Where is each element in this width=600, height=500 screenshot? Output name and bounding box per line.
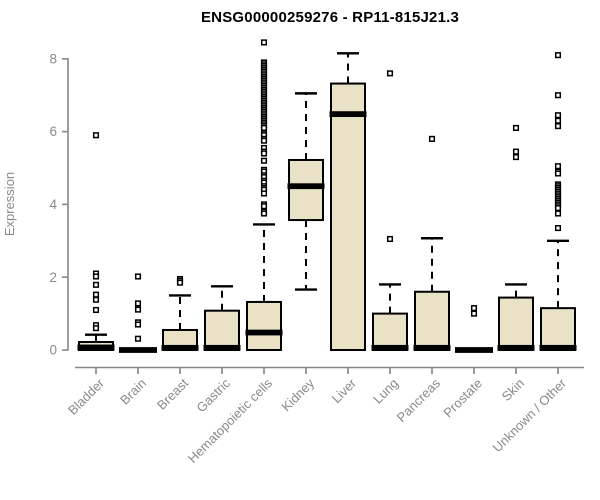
outlier-point [554, 163, 562, 170]
box [204, 309, 240, 351]
outlier-point [554, 210, 562, 217]
median-line [161, 344, 199, 351]
x-tick-label: Gastric [193, 375, 233, 415]
outlier-point [260, 124, 268, 132]
median-line [497, 344, 535, 351]
outlier-point [134, 335, 142, 342]
outlier-point [92, 306, 100, 314]
outlier-point [176, 279, 184, 286]
outlier-point [470, 310, 478, 317]
outlier-point [260, 157, 268, 164]
x-tick-label: Lung [370, 376, 401, 407]
outlier-point [554, 112, 562, 119]
outlier-point [554, 204, 562, 212]
outlier-point [428, 135, 436, 142]
box [330, 82, 366, 351]
x-tick-label: Skin [499, 376, 527, 404]
outlier-point [386, 70, 394, 77]
x-tick-label: Brain [117, 376, 149, 408]
outlier-point [260, 137, 268, 144]
x-tick-label: Unknown / Other [490, 375, 570, 455]
outlier-point [92, 325, 100, 332]
x-tick-label: Kidney [278, 375, 317, 414]
median-line [329, 111, 367, 118]
median-line [413, 344, 451, 351]
outlier-point [92, 281, 100, 288]
y-tick-label: 8 [49, 51, 57, 66]
outlier-point [260, 210, 268, 217]
y-tick-label: 4 [49, 197, 57, 212]
outlier-point [554, 123, 562, 130]
outlier-point [134, 273, 142, 280]
outlier-point [554, 117, 562, 124]
outlier-point [386, 235, 394, 243]
median-line [245, 329, 283, 336]
outlier-point [554, 52, 562, 59]
y-tick-label: 0 [49, 343, 57, 358]
y-axis-label: Expression [2, 172, 17, 236]
outlier-point [134, 321, 142, 328]
median-line [77, 344, 115, 351]
outlier-point [512, 124, 520, 132]
median-line [287, 183, 325, 190]
outlier-point [92, 273, 100, 280]
outlier-point [512, 154, 520, 161]
chart-title: ENSG00000259276 - RP11-815J21.3 [200, 9, 460, 26]
box [288, 158, 324, 222]
outlier-point [92, 132, 100, 139]
outlier-point [554, 225, 562, 232]
outlier-point [92, 291, 100, 298]
outlier-point [260, 150, 268, 157]
median-line [455, 347, 493, 353]
outlier-point [554, 92, 562, 99]
outlier-point [260, 190, 268, 197]
y-tick-label: 6 [49, 124, 57, 139]
box [540, 307, 576, 352]
outlier-point [470, 305, 478, 312]
outlier-point [134, 300, 142, 307]
median-line [371, 344, 409, 351]
median-line [119, 347, 157, 353]
x-tick-label: Bladder [65, 375, 108, 418]
x-tick-label: Pancreas [394, 375, 444, 425]
box [414, 290, 450, 352]
x-tick-label: Liver [329, 375, 360, 406]
outlier-point [512, 148, 520, 155]
outlier-point [260, 203, 268, 210]
box [498, 296, 534, 352]
median-line [203, 344, 241, 351]
x-tick-label: Prostate [440, 376, 485, 421]
median-line [539, 344, 577, 351]
outlier-point [134, 306, 142, 313]
y-tick-label: 2 [49, 270, 57, 285]
outlier-point [260, 39, 268, 46]
x-tick-label: Breast [154, 375, 191, 412]
box [246, 300, 282, 351]
box [372, 312, 408, 352]
outlier-point [554, 170, 562, 177]
outlier-point [92, 296, 100, 303]
